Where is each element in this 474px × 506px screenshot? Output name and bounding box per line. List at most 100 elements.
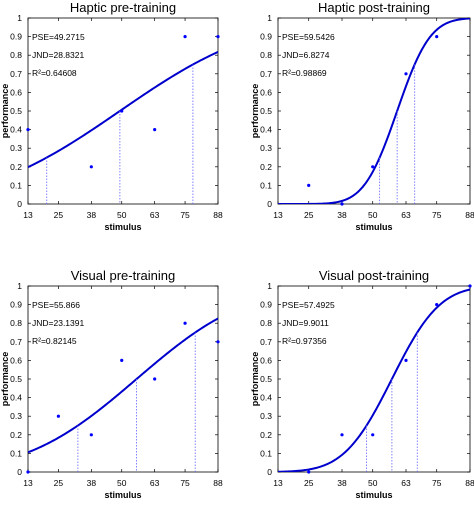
panel-1: Haptic pre-training 0 0.1 0.2 0.3 0.4 0.5 0.6 0.…	[0, 0, 223, 232]
data-point	[307, 470, 311, 474]
y-tick-label: 0.7	[260, 337, 272, 347]
y-tick-label: 0.8	[10, 50, 22, 60]
x-tick-label: 63	[401, 210, 411, 220]
data-point	[216, 340, 220, 344]
data-point	[183, 321, 187, 325]
y-axis-label: performance	[250, 84, 260, 139]
data-point	[404, 358, 408, 362]
y-tick-label: 1	[267, 281, 272, 291]
y-tick-label: 0.3	[260, 411, 272, 421]
y-axis-label: performance	[0, 84, 10, 139]
y-tick-label: 0.6	[10, 87, 22, 97]
y-tick-label: 0.1	[260, 448, 272, 458]
data-point	[371, 165, 375, 169]
chart-title: Haptic pre-training	[70, 0, 176, 15]
data-point	[153, 128, 157, 132]
chart-title: Visual pre-training	[71, 268, 176, 283]
x-tick-label: 13	[23, 210, 33, 220]
x-tick-label: 75	[432, 478, 442, 488]
data-point	[404, 72, 408, 76]
y-tick-label: 0.5	[260, 374, 272, 384]
x-tick-label: 38	[87, 210, 97, 220]
x-tick-label: 63	[401, 478, 411, 488]
data-point	[183, 35, 187, 39]
y-tick-label: 0	[17, 467, 22, 477]
x-tick-label: 25	[304, 478, 314, 488]
x-tick-label: 88	[213, 210, 223, 220]
y-axis-label: performance	[0, 352, 10, 407]
x-tick-label: 25	[54, 210, 64, 220]
x-axis-label: stimulus	[104, 490, 141, 500]
x-tick-label: 13	[273, 210, 283, 220]
data-point	[89, 165, 93, 169]
data-point	[56, 414, 61, 418]
y-tick-label: 0.7	[10, 69, 22, 79]
y-tick-label: 0.2	[10, 430, 22, 440]
y-tick-label: 0.9	[10, 32, 22, 42]
fit-curve	[278, 288, 470, 472]
x-tick-label: 38	[87, 478, 97, 488]
data-point	[120, 109, 124, 113]
y-tick-label: 0.4	[260, 393, 272, 403]
data-point	[120, 358, 124, 362]
axes-box	[277, 285, 471, 473]
data-point	[340, 433, 344, 437]
x-tick-label: 38	[337, 210, 347, 220]
y-tick-label: 0.8	[10, 318, 22, 328]
y-tick-label: 1	[17, 281, 22, 291]
y-tick-label: 0.7	[260, 69, 272, 79]
y-tick-label: 0.9	[260, 300, 272, 310]
annotation-pse: PSE=57.4925	[282, 300, 335, 310]
x-tick-label: 50	[368, 210, 378, 220]
x-tick-label: 50	[368, 478, 378, 488]
y-tick-label: 0.6	[10, 355, 22, 365]
y-tick-label: 0	[267, 199, 272, 209]
data-point	[307, 183, 311, 187]
x-tick-label: 50	[117, 210, 127, 220]
y-tick-label: 0.5	[10, 106, 22, 116]
x-axis-label: stimulus	[355, 490, 392, 500]
x-tick-label: 25	[304, 210, 314, 220]
x-tick-label: 75	[180, 478, 190, 488]
chart-title: Haptic post-training	[318, 0, 430, 15]
y-tick-label: 0.6	[260, 87, 272, 97]
x-tick-label: 50	[117, 478, 127, 488]
x-tick-label: 88	[465, 210, 474, 220]
data-point	[153, 377, 157, 381]
fit-curve	[28, 51, 218, 169]
data-point	[26, 128, 30, 132]
y-tick-label: 0.1	[260, 180, 272, 190]
y-axis-label: performance	[250, 352, 260, 407]
fit-curve	[278, 18, 470, 204]
annotation-pse: PSE=49.2715	[32, 32, 85, 42]
annotation-jnd: JND=9.9011	[282, 318, 329, 328]
data-point	[468, 284, 472, 288]
y-tick-label: 0.8	[260, 318, 272, 328]
y-tick-label: 0.3	[10, 411, 22, 421]
annotation-jnd: JND=6.8274	[282, 50, 330, 60]
x-tick-label: 63	[150, 210, 160, 220]
data-point	[435, 303, 439, 307]
annotation-jnd: JND=28.8321	[32, 50, 84, 60]
y-tick-label: 1	[17, 13, 22, 23]
x-tick-label: 13	[23, 478, 33, 488]
y-tick-label: 0.4	[10, 393, 22, 403]
y-tick-label: 0.3	[260, 143, 272, 153]
y-tick-label: 0.1	[10, 180, 22, 190]
data-point	[89, 433, 93, 437]
x-tick-label: 25	[54, 478, 64, 488]
y-tick-label: 1	[267, 13, 272, 23]
x-tick-label: 88	[213, 478, 223, 488]
y-tick-label: 0.5	[260, 106, 272, 116]
x-tick-label: 88	[465, 478, 474, 488]
y-tick-label: 0	[267, 467, 272, 477]
annotation-pse: PSE=59.5426	[282, 32, 335, 42]
y-tick-label: 0.2	[260, 162, 272, 172]
axes-box	[277, 17, 471, 205]
y-tick-label: 0.2	[260, 430, 272, 440]
annotation-r2: R²=0.64608	[32, 68, 77, 78]
y-tick-label: 0.1	[10, 448, 22, 458]
fit-curve	[28, 317, 218, 454]
annotation-r2: R²=0.97356	[282, 336, 327, 346]
